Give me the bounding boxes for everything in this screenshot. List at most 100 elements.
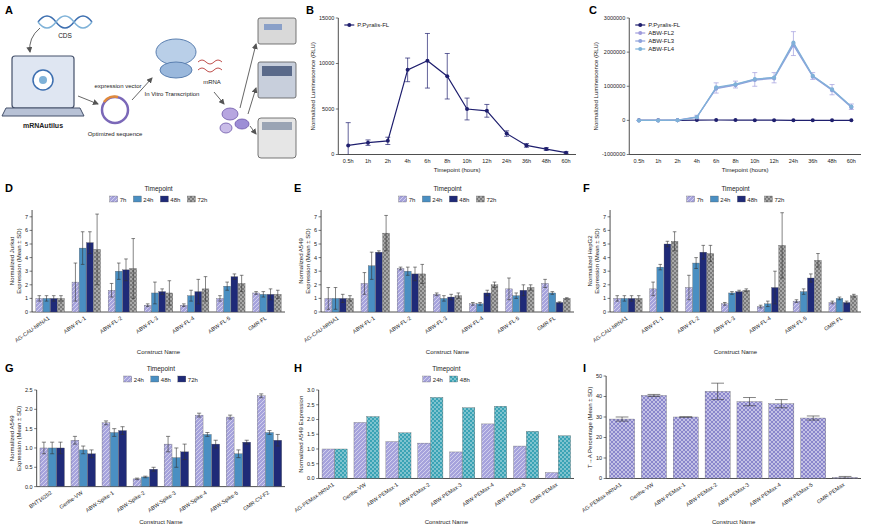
error-bar: [95, 214, 99, 285]
x-tick-label: AG-CAU-hRNA1: [303, 315, 340, 343]
legend-swatch: [178, 376, 186, 382]
bar: [367, 417, 379, 479]
y-tick-label: 50: [596, 373, 602, 379]
series-line: [639, 43, 851, 121]
error-bar: [780, 213, 784, 278]
chart-panel: ENormalized A549Expression (Mean ± SD)01…: [294, 182, 574, 355]
tool-label: mRNAutilus: [23, 122, 63, 129]
y-tick-label: 1.5: [307, 431, 315, 437]
y-tick: [336, 63, 339, 64]
y-tick: [608, 244, 611, 245]
y-tick: [319, 216, 322, 217]
plot-area: [614, 213, 857, 312]
page: ACDSmRNAutilusexpression vectorOptimized…: [0, 0, 869, 532]
error-bar: [377, 251, 381, 254]
point: [637, 118, 641, 122]
y-tick-label: 10000: [319, 60, 334, 66]
y-tick: [627, 52, 630, 53]
y-tick-label: 2.0: [25, 406, 33, 412]
plot-area: [325, 215, 570, 312]
legend-marker: [638, 23, 642, 27]
point: [695, 115, 699, 119]
bar: [491, 285, 498, 312]
y-tick-label: 6: [25, 227, 28, 233]
error-bar: [228, 415, 232, 419]
laptop-screen: [12, 56, 74, 108]
cell: [235, 119, 249, 129]
error-bar: [651, 282, 655, 296]
error-bar: [449, 294, 453, 299]
y-tick: [319, 271, 322, 272]
point: [505, 132, 509, 136]
x-axis-title: Timepoint (hours): [722, 167, 769, 173]
bar: [549, 293, 556, 312]
x-tick-label: GMR-PEMax: [529, 481, 559, 505]
error-bar: [478, 302, 482, 305]
arrow: [240, 44, 256, 108]
x-axis-line: [610, 312, 861, 313]
y-tick-label: 2.5: [307, 402, 315, 408]
point: [445, 74, 449, 78]
error-bar: [236, 450, 240, 458]
error-bar: [112, 429, 116, 437]
y-axis-line: [610, 210, 611, 312]
y-tick-label: 2.0: [307, 416, 315, 422]
error-bar: [117, 263, 121, 279]
y-tick: [316, 463, 319, 464]
y-tick: [608, 271, 611, 272]
bar: [610, 419, 635, 478]
y-axis-title: Normalized JurkatExpression (Mean ± SD): [9, 228, 22, 293]
error-bar: [276, 434, 280, 446]
legend-label: 72h: [774, 197, 784, 203]
x-tick-label: ABW-PEMax-4: [748, 481, 782, 507]
y-tick: [319, 257, 322, 258]
error-bar: [406, 267, 410, 275]
x-tick-label: 0.5h: [634, 158, 645, 164]
x-axis-title: Construct Name: [714, 349, 758, 355]
y-tick-label: 5: [314, 241, 317, 247]
error-bar: [831, 301, 835, 304]
point: [676, 118, 680, 122]
x-tick-label: 0.5h: [343, 158, 354, 164]
legend-swatch: [476, 196, 484, 202]
bar: [736, 292, 743, 312]
legend-swatch: [151, 376, 159, 382]
bar: [556, 302, 563, 312]
bar: [266, 433, 274, 487]
y-tick: [627, 154, 630, 155]
x-tick-label: Genhe-VW: [629, 481, 655, 502]
point: [849, 104, 853, 108]
error-bar: [766, 301, 770, 306]
mrna-label: mRNA: [203, 79, 221, 85]
x-tick-label: 36h: [522, 158, 531, 164]
bar: [110, 433, 118, 487]
y-tick-label: 10: [596, 455, 602, 461]
x-axis-title: Construct Name: [139, 519, 183, 525]
error-bar: [89, 450, 93, 458]
y-tick: [319, 312, 322, 313]
error-bar: [701, 245, 705, 259]
error-bar: [507, 278, 511, 300]
x-tick-label: 8h: [732, 158, 738, 164]
y-tick: [34, 428, 37, 429]
y-tick: [34, 390, 37, 391]
x-tick-label: ABW-Spike-5: [209, 490, 239, 514]
point: [791, 118, 795, 122]
y-tick: [604, 478, 607, 479]
bar: [234, 454, 242, 487]
y-tick-label: 3.0: [307, 387, 315, 393]
y-tick: [30, 216, 33, 217]
y-axis-line: [321, 210, 322, 312]
chart-panel: FNormalized HepG2Expression (Mean ± SD)0…: [583, 182, 861, 355]
x-tick-label: ABW-PEMax-5: [493, 481, 527, 507]
error-bar: [120, 427, 124, 435]
x-tick-label: ABW-PEMax-2: [685, 481, 719, 507]
point: [733, 118, 737, 122]
x-tick-label: ABW-FL-2: [676, 315, 700, 335]
point: [733, 83, 737, 87]
x-tick-label: GMR-PEMax: [816, 481, 846, 505]
point: [656, 118, 660, 122]
y-tick-label: 0: [25, 309, 28, 315]
point: [406, 68, 410, 72]
bar: [433, 294, 440, 312]
